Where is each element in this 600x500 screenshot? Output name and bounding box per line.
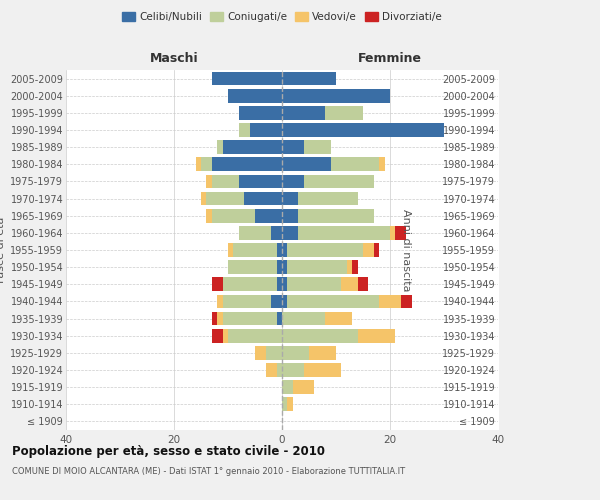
Bar [347,260,352,274]
Bar [395,226,406,239]
Bar [239,123,250,137]
Bar [282,72,336,86]
Text: Maschi: Maschi [149,52,199,65]
Bar [255,346,266,360]
Bar [287,398,293,411]
Bar [341,278,358,291]
Bar [255,209,282,222]
Bar [212,329,223,342]
Bar [223,312,277,326]
Bar [282,380,293,394]
Bar [228,89,282,102]
Bar [282,346,309,360]
Bar [298,192,358,205]
Bar [223,278,277,291]
Bar [244,192,282,205]
Bar [287,243,363,257]
Bar [212,72,282,86]
Bar [217,140,223,154]
Bar [228,243,233,257]
Bar [298,209,374,222]
Bar [217,294,223,308]
Bar [277,312,282,326]
Bar [390,226,395,239]
Bar [223,329,228,342]
Bar [223,140,282,154]
Bar [271,294,282,308]
Bar [277,363,282,377]
Bar [282,140,304,154]
Bar [325,312,352,326]
Bar [233,243,277,257]
Text: Femmine: Femmine [358,52,422,65]
Bar [196,158,201,171]
Bar [282,363,304,377]
Bar [282,398,287,411]
Bar [282,329,358,342]
Bar [282,89,390,102]
Bar [277,260,282,274]
Bar [239,174,282,188]
Bar [304,140,331,154]
Bar [250,123,282,137]
Y-axis label: Anni di nascita: Anni di nascita [401,209,410,291]
Bar [287,278,341,291]
Bar [212,158,282,171]
Bar [282,158,331,171]
Bar [277,278,282,291]
Bar [325,106,363,120]
Bar [228,260,277,274]
Bar [282,209,298,222]
Bar [212,278,223,291]
Bar [287,260,347,274]
Bar [201,158,212,171]
Bar [223,294,271,308]
Bar [206,192,244,205]
Bar [374,243,379,257]
Bar [304,363,341,377]
Bar [277,243,282,257]
Bar [212,174,239,188]
Bar [352,260,358,274]
Bar [379,294,401,308]
Bar [298,226,390,239]
Bar [293,380,314,394]
Bar [282,278,287,291]
Bar [331,158,379,171]
Bar [309,346,336,360]
Bar [239,226,271,239]
Bar [217,312,223,326]
Bar [282,123,444,137]
Bar [266,346,282,360]
Bar [282,174,304,188]
Legend: Celibi/Nubili, Coniugati/e, Vedovi/e, Divorziati/e: Celibi/Nubili, Coniugati/e, Vedovi/e, Di… [118,8,446,26]
Bar [304,174,374,188]
Bar [266,363,277,377]
Bar [206,209,212,222]
Bar [282,226,298,239]
Bar [282,192,298,205]
Y-axis label: Fasce di età: Fasce di età [0,217,6,283]
Bar [282,106,325,120]
Bar [228,329,282,342]
Bar [358,329,395,342]
Bar [239,106,282,120]
Bar [201,192,206,205]
Bar [212,209,255,222]
Bar [363,243,374,257]
Bar [287,294,379,308]
Bar [282,312,325,326]
Bar [358,278,368,291]
Bar [212,312,217,326]
Bar [401,294,412,308]
Bar [271,226,282,239]
Bar [282,294,287,308]
Bar [282,260,287,274]
Bar [282,243,287,257]
Text: Popolazione per età, sesso e stato civile - 2010: Popolazione per età, sesso e stato civil… [12,445,325,458]
Text: COMUNE DI MOIO ALCANTARA (ME) - Dati ISTAT 1° gennaio 2010 - Elaborazione TUTTIT: COMUNE DI MOIO ALCANTARA (ME) - Dati IST… [12,468,405,476]
Bar [206,174,212,188]
Bar [379,158,385,171]
